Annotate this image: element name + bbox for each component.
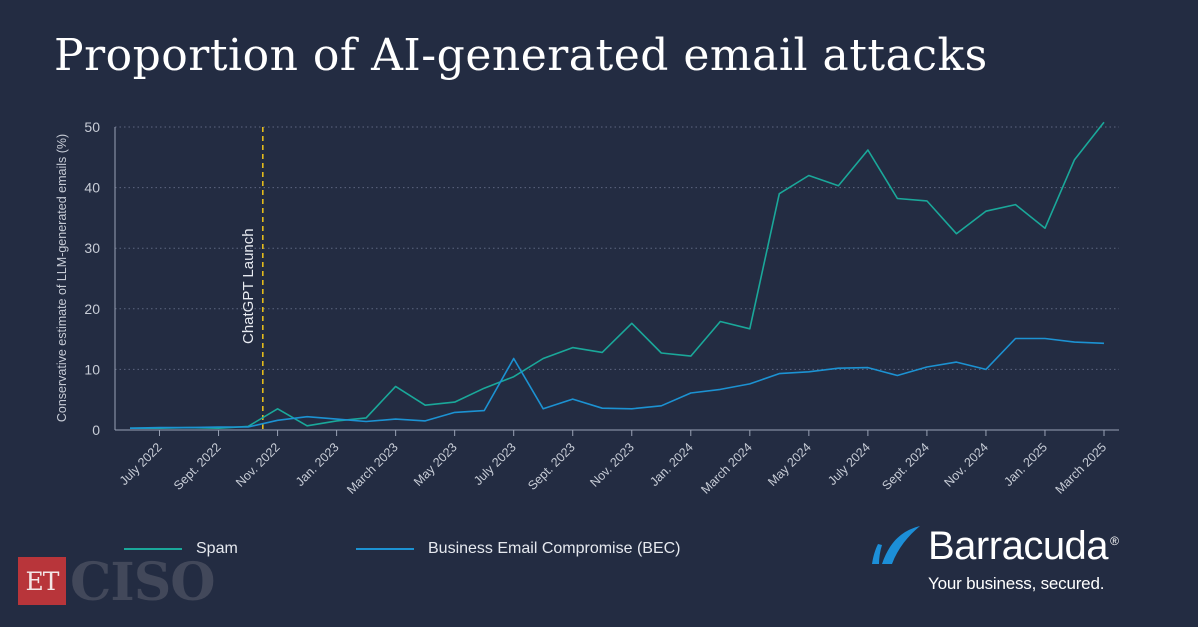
y-tick-label: 0 [92,422,100,438]
y-tick-labels: 0 10 20 30 40 50 [84,119,100,438]
chart-grid [115,126,1119,370]
y-tick-label: 20 [84,301,100,317]
series-line-spam [130,121,1105,430]
x-tick-label: Jan. 2024 [647,440,696,489]
x-tick-label: May 2023 [411,440,460,489]
chatgpt-launch-annotation: ChatGPT Launch [240,127,264,430]
brand-name: Barracuda ® [928,524,1119,568]
x-tick-label: May 2024 [765,440,814,489]
legend-swatch-spam [124,548,182,550]
legend-item-spam: Spam [124,540,238,558]
x-tick-label: Sept. 2022 [171,440,224,493]
x-tick-label: March 2025 [1053,440,1110,497]
x-tick-label: Sept. 2023 [525,440,578,493]
line-chart: 0 10 20 30 40 50 July 2022 Sept. 2022 Nov. 2022… [55,119,1119,497]
series-line-bec [129,337,1105,429]
x-tick-label: Nov. 2024 [942,440,992,490]
legend-label-spam: Spam [196,540,238,557]
barracuda-fin-icon [872,526,920,564]
legend-item-bec: Business Email Compromise (BEC) [356,540,681,558]
annotation-label: ChatGPT Launch [240,228,257,344]
x-tick-label: March 2024 [698,440,755,497]
y-tick-label: 30 [84,240,100,256]
page-title: Proportion of AI-generated email attacks [54,30,988,81]
chart-axes [114,127,1119,436]
registered-mark: ® [1110,533,1119,548]
x-tick-label: July 2022 [117,440,165,488]
x-tick-label: July 2023 [471,440,519,488]
legend-label-bec: Business Email Compromise (BEC) [428,540,681,557]
y-tick-label: 10 [84,361,100,377]
y-tick-label: 40 [84,180,100,196]
x-tick-labels: July 2022 Sept. 2022 Nov. 2022 Jan. 2023 Mar… [117,440,1109,497]
brand-tagline: Your business, secured. [928,574,1105,593]
x-tick-label: Jan. 2023 [293,440,342,489]
ciso-logo: CISO [70,552,216,613]
x-tick-label: Jan. 2025 [1001,440,1050,489]
y-axis-label: Conservative estimate of LLM-generated e… [55,134,69,422]
chart-series [129,121,1105,430]
x-tick-label: Nov. 2022 [233,440,283,490]
et-logo: ET [18,557,66,605]
x-tick-label: Nov. 2023 [587,440,637,490]
x-tick-label: Sept. 2024 [879,440,932,493]
legend-swatch-bec [356,548,414,550]
x-tick-label: March 2023 [344,440,401,497]
y-tick-label: 50 [84,119,100,135]
x-tick-label: July 2024 [825,440,873,488]
